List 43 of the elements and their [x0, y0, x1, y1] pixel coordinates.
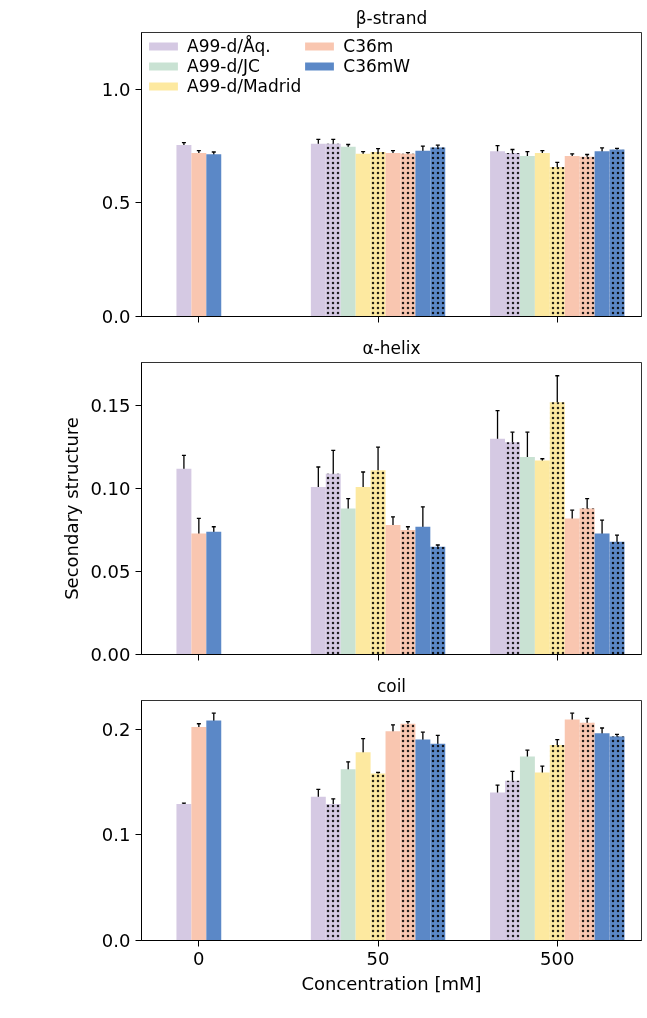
bar — [340, 508, 356, 655]
bar — [490, 792, 505, 941]
y-tick-label: 0.0 — [101, 306, 131, 327]
bar — [385, 731, 401, 941]
y-tick-label: 0.15 — [90, 395, 131, 417]
bar — [534, 460, 550, 655]
x-axis-title: Concentration [mM] — [301, 972, 482, 994]
bar — [519, 756, 535, 941]
legend-label: C36m — [343, 36, 394, 56]
y-tick-label: 0.00 — [90, 644, 131, 665]
bar — [310, 796, 326, 941]
y-tick-label: 0.5 — [101, 192, 131, 214]
bar — [355, 486, 371, 655]
legend-label: C36mW — [343, 56, 411, 76]
bar — [415, 739, 431, 941]
legend-label: A99-d/JC — [187, 56, 260, 76]
bar — [594, 733, 610, 941]
bar — [534, 772, 550, 941]
x-tick-label: 500 — [540, 947, 575, 969]
y-axis-title: Secondary structure — [61, 417, 83, 600]
x-tick-label: 50 — [366, 947, 390, 969]
bar — [594, 533, 610, 655]
bar — [340, 769, 356, 941]
y-tick-label: 1.0 — [101, 78, 131, 100]
x-tick-label: 0 — [193, 947, 205, 969]
bar — [519, 457, 535, 655]
legend-label: A99-d/Madrid — [187, 76, 302, 96]
bar — [415, 526, 431, 655]
bar — [564, 518, 580, 655]
bar — [310, 486, 326, 655]
bar — [385, 525, 401, 655]
y-tick-label: 0.2 — [101, 718, 131, 740]
bar — [355, 752, 371, 941]
chart-title: α-helix — [362, 337, 421, 358]
y-tick-label: 0.0 — [101, 930, 131, 951]
bar — [490, 438, 505, 655]
chart-title: coil — [376, 675, 407, 696]
chart-title: β-strand — [355, 7, 428, 28]
bar — [564, 719, 580, 941]
legend-label: A99-d/Åq. — [187, 36, 271, 56]
y-tick-label: 0.1 — [101, 824, 131, 846]
y-tick-label: 0.10 — [90, 478, 131, 500]
y-tick-label: 0.05 — [90, 561, 131, 583]
